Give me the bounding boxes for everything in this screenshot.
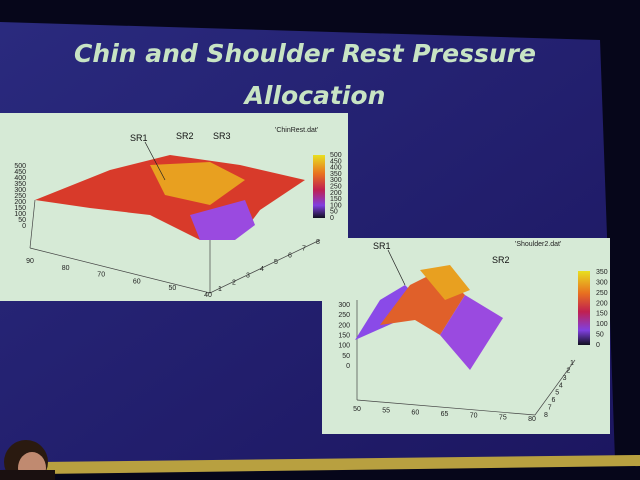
z-tick-label: 100 [14, 211, 26, 218]
colorbar-tick-label: 450 [330, 158, 342, 165]
colorbar-tick-label: 150 [330, 196, 342, 203]
colorbar-tick-label: 150 [596, 311, 608, 318]
y-tick-label: 8 [544, 412, 548, 419]
region-label: SR3 [213, 131, 231, 141]
y-tick-label: 5 [274, 259, 278, 266]
x-tick-label: 55 [382, 408, 390, 415]
y-tick-label: 2 [566, 367, 570, 374]
x-tick-label: 50 [353, 406, 361, 413]
y-tick-label: 3 [246, 273, 250, 280]
z-tick-label: 450 [14, 169, 26, 176]
colorbar-tick-label: 500 [330, 152, 342, 159]
y-tick-label: 4 [260, 266, 264, 273]
z-tick-label: 500 [14, 163, 26, 170]
x-tick-label: 70 [470, 413, 478, 420]
x-tick-label: 80 [62, 265, 70, 272]
y-tick-label: 6 [288, 252, 292, 259]
slide-title: Allocation [243, 81, 386, 110]
file-label: 'Shoulder2.dat' [515, 241, 561, 248]
z-tick-label: 50 [18, 217, 26, 224]
y-tick-label: 2 [232, 279, 236, 286]
surface [29, 141, 325, 294]
slide-title: Chin and Shoulder Rest Pressure [74, 39, 536, 68]
y-tick-label: 1 [218, 286, 222, 293]
x-tick-label: 50 [169, 285, 177, 292]
y-tick-label: 4 [559, 382, 563, 389]
z-tick-label: 150 [338, 333, 350, 340]
region-label: SR2 [176, 131, 194, 141]
z-tick-label: 0 [346, 363, 350, 370]
y-tick-label: 7 [302, 246, 306, 253]
colorbar-tick-label: 0 [596, 342, 600, 349]
colorbar-tick-label: 200 [596, 300, 608, 307]
z-tick-label: 0 [22, 223, 26, 230]
x-tick-label: 80 [528, 416, 536, 423]
y-tick-label: 1 [570, 360, 574, 367]
colorbar-tick-label: 0 [330, 215, 334, 222]
colorbar-tick-label: 100 [596, 321, 608, 328]
x-tick-label: 40 [204, 292, 212, 299]
colorbar-tick-label: 300 [596, 279, 608, 286]
z-tick-label: 250 [338, 312, 350, 319]
region-label: SR2 [492, 255, 510, 265]
presenter [0, 440, 55, 480]
z-tick-label: 100 [338, 343, 350, 350]
stripe [40, 455, 640, 474]
z-tick-label: 200 [338, 322, 350, 329]
colorbar-tick-label: 50 [330, 209, 338, 216]
y-tick-label: 6 [551, 397, 555, 404]
y-tick-label: 8 [316, 239, 320, 246]
colorbar-tick-label: 350 [596, 269, 608, 276]
region-label: SR1 [130, 133, 148, 143]
z-tick-label: 150 [14, 205, 26, 212]
surface [355, 249, 590, 416]
z-tick-label: 350 [14, 181, 26, 188]
z-tick-label: 200 [14, 199, 26, 206]
y-tick-label: 5 [555, 390, 559, 397]
colorbar-tick-label: 350 [330, 171, 342, 178]
z-tick-label: 400 [14, 175, 26, 182]
x-tick-label: 60 [133, 278, 141, 285]
region-label: SR1 [373, 241, 391, 251]
x-tick-label: 70 [97, 272, 105, 279]
colorbar-tick-label: 400 [330, 165, 342, 172]
x-tick-label: 90 [26, 258, 34, 265]
z-tick-label: 300 [338, 302, 350, 309]
y-tick-label: 7 [548, 405, 552, 412]
z-tick-label: 300 [14, 187, 26, 194]
x-tick-label: 75 [499, 414, 507, 421]
x-tick-label: 60 [411, 409, 419, 416]
z-tick-label: 250 [14, 193, 26, 200]
colorbar-tick-label: 250 [330, 184, 342, 191]
colorbar-tick-label: 200 [330, 190, 342, 197]
z-tick-label: 50 [342, 353, 350, 360]
file-label: 'ChinRest.dat' [275, 127, 318, 134]
y-tick-label: 3 [563, 375, 567, 382]
colorbar-tick-label: 250 [596, 290, 608, 297]
colorbar-tick-label: 300 [330, 177, 342, 184]
x-tick-label: 65 [441, 411, 449, 418]
colorbar-tick-label: 100 [330, 202, 342, 209]
colorbar-tick-label: 50 [596, 332, 604, 339]
